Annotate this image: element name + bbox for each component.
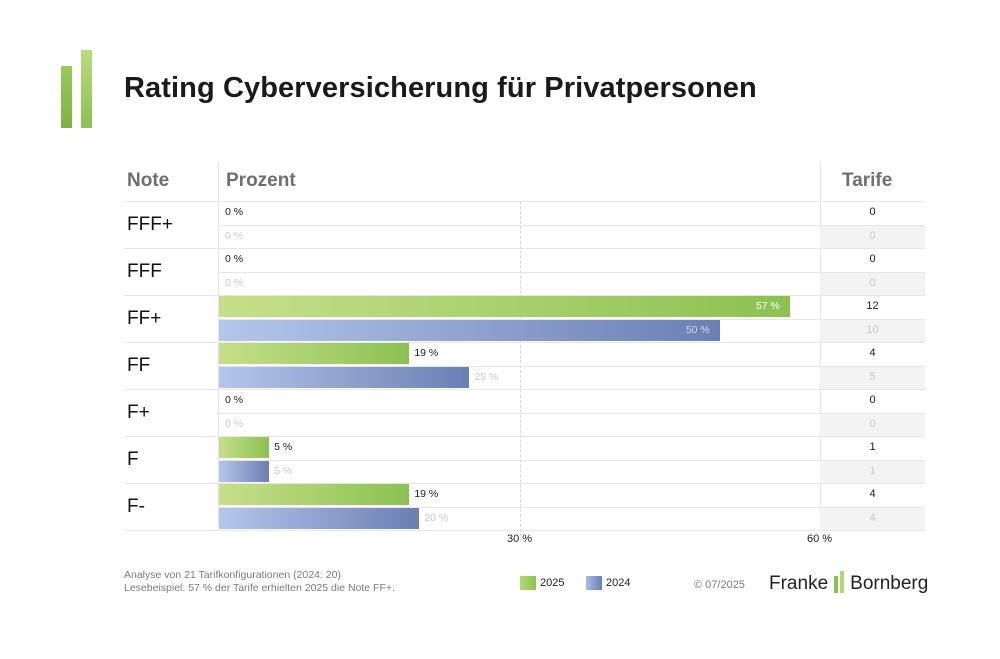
value-label-2025: 0 %	[225, 253, 244, 265]
subrow-separator	[219, 412, 925, 414]
tarife-count-2025: 0	[869, 206, 876, 218]
row-separator	[124, 483, 925, 484]
brand-name-right: Bornberg	[850, 573, 929, 594]
value-label-2025: 5 %	[274, 441, 293, 453]
tarife-count-2024: 1	[869, 464, 876, 477]
bar-2024	[219, 366, 470, 388]
header-prozent: Prozent	[226, 170, 296, 191]
tarife-count-2025: 12	[866, 300, 879, 312]
legend-label-2024: 2024	[606, 577, 631, 589]
tarife-count-2024: 0	[869, 417, 876, 430]
rating-label: FF+	[127, 308, 162, 329]
row-separator	[124, 389, 925, 390]
brand-wordmark: Franke Bornberg	[769, 571, 928, 595]
bar-2025	[219, 484, 410, 505]
tarife-count-2025: 4	[869, 488, 876, 500]
subrow-separator	[219, 459, 925, 461]
tarife-prev-background	[820, 225, 925, 249]
legend-label-2025: 2025	[540, 577, 565, 589]
bar-2025	[219, 437, 270, 458]
brand-name-left: Franke	[769, 573, 829, 594]
row-separator	[124, 248, 925, 249]
brand-mark-icon	[832, 571, 846, 593]
rating-label: F	[127, 449, 139, 470]
chart-title: Rating Cyberversicherung für Privatperso…	[124, 72, 757, 104]
x-tick-60: 60 %	[807, 533, 833, 545]
tarife-prev-background	[820, 272, 925, 296]
tarife-count-2024: 4	[869, 511, 876, 524]
subrow-separator	[219, 224, 925, 226]
tarife-count-2024: 5	[869, 370, 876, 383]
rating-label: FFF	[127, 261, 162, 282]
copyright: © 07/2025	[694, 579, 745, 591]
tarife-count-2025: 0	[869, 253, 876, 265]
rating-label: F-	[127, 496, 145, 517]
tarife-prev-background	[820, 319, 925, 343]
subrow-separator	[219, 271, 925, 273]
logo-bar-right	[81, 50, 92, 128]
value-label-2025: 0 %	[225, 394, 244, 406]
subrow-separator	[219, 318, 925, 320]
gridline-30-percent	[520, 201, 521, 542]
legend-swatch-2025	[520, 576, 536, 590]
tarife-count-2025: 1	[869, 441, 876, 453]
header-tarife: Tarife	[842, 170, 893, 191]
brand-logo-bars	[61, 50, 95, 128]
tarife-prev-background	[820, 507, 925, 531]
rating-label: FFF+	[127, 214, 173, 235]
row-separator	[124, 201, 925, 202]
value-label-2024: 0 %	[225, 276, 244, 289]
value-label-2024: 20 %	[424, 511, 449, 524]
tarife-count-2025: 0	[869, 394, 876, 406]
bar-2024	[219, 460, 270, 482]
subrow-separator	[219, 506, 925, 508]
header-note: Note	[127, 170, 170, 191]
row-separator	[124, 530, 925, 531]
rating-label: FF	[127, 355, 151, 376]
logo-bar-left	[61, 66, 72, 128]
tarife-count-2025: 4	[869, 347, 876, 359]
bar-2024	[219, 319, 720, 341]
legend-swatch-2024	[586, 576, 602, 590]
value-label-2024: 50 %	[685, 323, 710, 336]
row-separator	[124, 436, 925, 437]
tarife-prev-background	[820, 413, 925, 437]
value-label-2024: 0 %	[225, 417, 244, 430]
subrow-separator	[219, 365, 925, 367]
x-tick-30: 30 %	[507, 533, 533, 545]
footnote-analysis: Analyse von 21 Tarifkonfigurationen (202…	[124, 569, 341, 581]
value-label-2024: 5 %	[274, 464, 293, 477]
row-separator	[124, 342, 925, 343]
row-separator	[124, 295, 925, 296]
value-label-2025: 19 %	[414, 347, 439, 359]
tarife-prev-background	[820, 460, 925, 484]
bar-2024	[219, 507, 420, 529]
tarife-count-2024: 0	[869, 229, 876, 242]
column-separator	[218, 162, 219, 527]
value-label-2025: 57 %	[755, 300, 780, 312]
bar-2025	[219, 343, 410, 364]
value-label-2024: 0 %	[225, 229, 244, 242]
value-label-2025: 19 %	[414, 488, 439, 500]
bar-2025	[219, 296, 790, 317]
tarife-prev-background	[820, 366, 925, 390]
tarife-count-2024: 0	[869, 276, 876, 289]
rating-label: F+	[127, 402, 150, 423]
footnote-example: Lesebeispiel: 57 % der Tarife erhielten …	[124, 582, 395, 594]
value-label-2024: 25 %	[474, 370, 499, 383]
value-label-2025: 0 %	[225, 206, 244, 218]
tarife-count-2024: 10	[866, 323, 879, 336]
column-separator	[820, 162, 821, 527]
